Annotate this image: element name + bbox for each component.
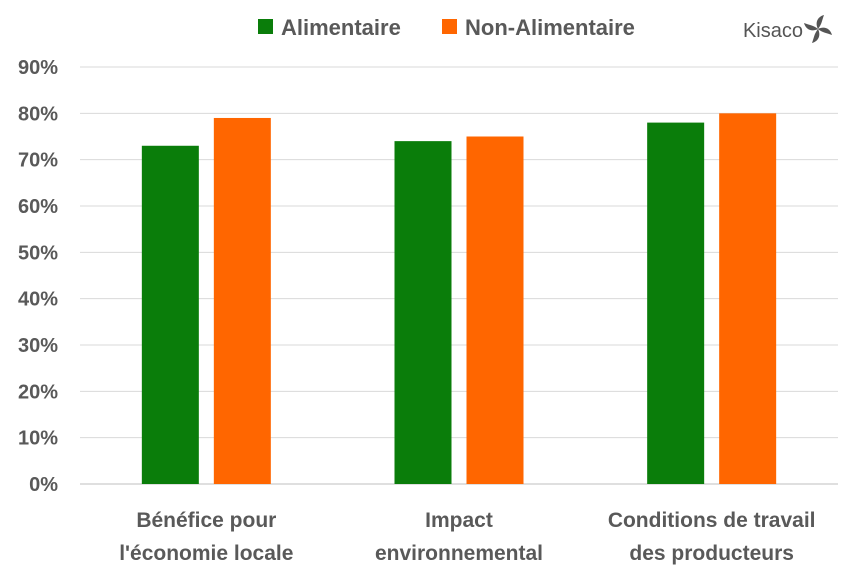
bar-alimentaire-0 (141, 145, 199, 484)
x-category-label: des producteurs (629, 542, 794, 565)
y-tick-label: 0% (29, 474, 58, 496)
x-category-label: Bénéfice pour (136, 509, 276, 532)
legend-swatch (442, 19, 457, 34)
y-tick-label: 70% (18, 150, 58, 172)
bars (141, 113, 777, 484)
legend: Alimentaire Non-Alimentaire (258, 15, 635, 40)
y-tick-label: 50% (18, 242, 58, 264)
brand-logo: Kisaco (743, 15, 832, 43)
legend-label: Non-Alimentaire (465, 15, 635, 40)
legend-swatch (258, 19, 273, 34)
y-tick-label: 90% (18, 57, 58, 79)
pinwheel-icon (804, 15, 832, 43)
y-tick-label: 20% (18, 381, 58, 403)
bar-non-alimentaire-2 (719, 113, 777, 484)
y-tick-label: 30% (18, 335, 58, 357)
bar-non-alimentaire-1 (466, 136, 524, 484)
bar-alimentaire-2 (647, 122, 705, 484)
brand-name: Kisaco (743, 20, 803, 42)
y-tick-label: 60% (18, 196, 58, 218)
x-category-label: Impact (425, 509, 493, 532)
y-tick-label: 40% (18, 289, 58, 311)
gridlines (80, 66, 838, 485)
y-axis-ticks: 0% 10% 20% 30% 40% 50% 60% 70% 80% 90% (18, 57, 58, 496)
x-category-label: l'économie locale (119, 542, 293, 565)
y-tick-label: 10% (18, 428, 58, 450)
legend-label: Alimentaire (281, 15, 401, 40)
x-axis-categories: Bénéfice pour l'économie locale Impact envi… (119, 509, 815, 565)
bar-non-alimentaire-0 (213, 117, 271, 484)
x-category-label: environnemental (375, 542, 543, 565)
y-tick-label: 80% (18, 103, 58, 125)
bar-alimentaire-1 (394, 141, 452, 484)
x-category-label: Conditions de travail (608, 509, 816, 532)
